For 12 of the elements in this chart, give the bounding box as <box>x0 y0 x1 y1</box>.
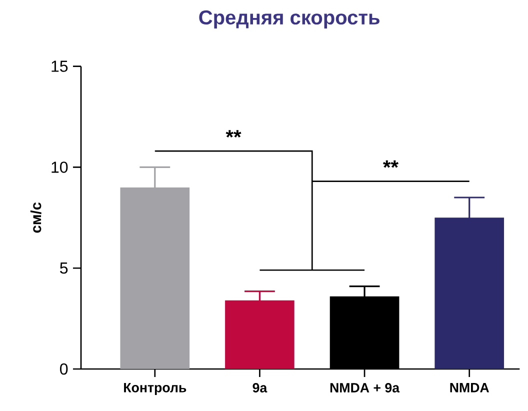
x-tick-label: Контроль <box>124 383 186 395</box>
x-tick-label: NMDA <box>450 383 489 392</box>
x-tick-label: 9a <box>252 383 268 392</box>
y-axis-title: см/с <box>30 202 42 233</box>
x-tick-label: NMDA + 9a <box>330 383 400 392</box>
y-tick-label: 0 <box>60 363 68 375</box>
y-tick-label: 5 <box>60 262 68 274</box>
y-tick-label: 10 <box>52 162 68 173</box>
y-tick-label: 15 <box>52 60 68 72</box>
annotation: ** <box>383 160 398 168</box>
annotation: ** <box>226 130 242 138</box>
chart-title: Средняя скорость <box>199 10 380 28</box>
